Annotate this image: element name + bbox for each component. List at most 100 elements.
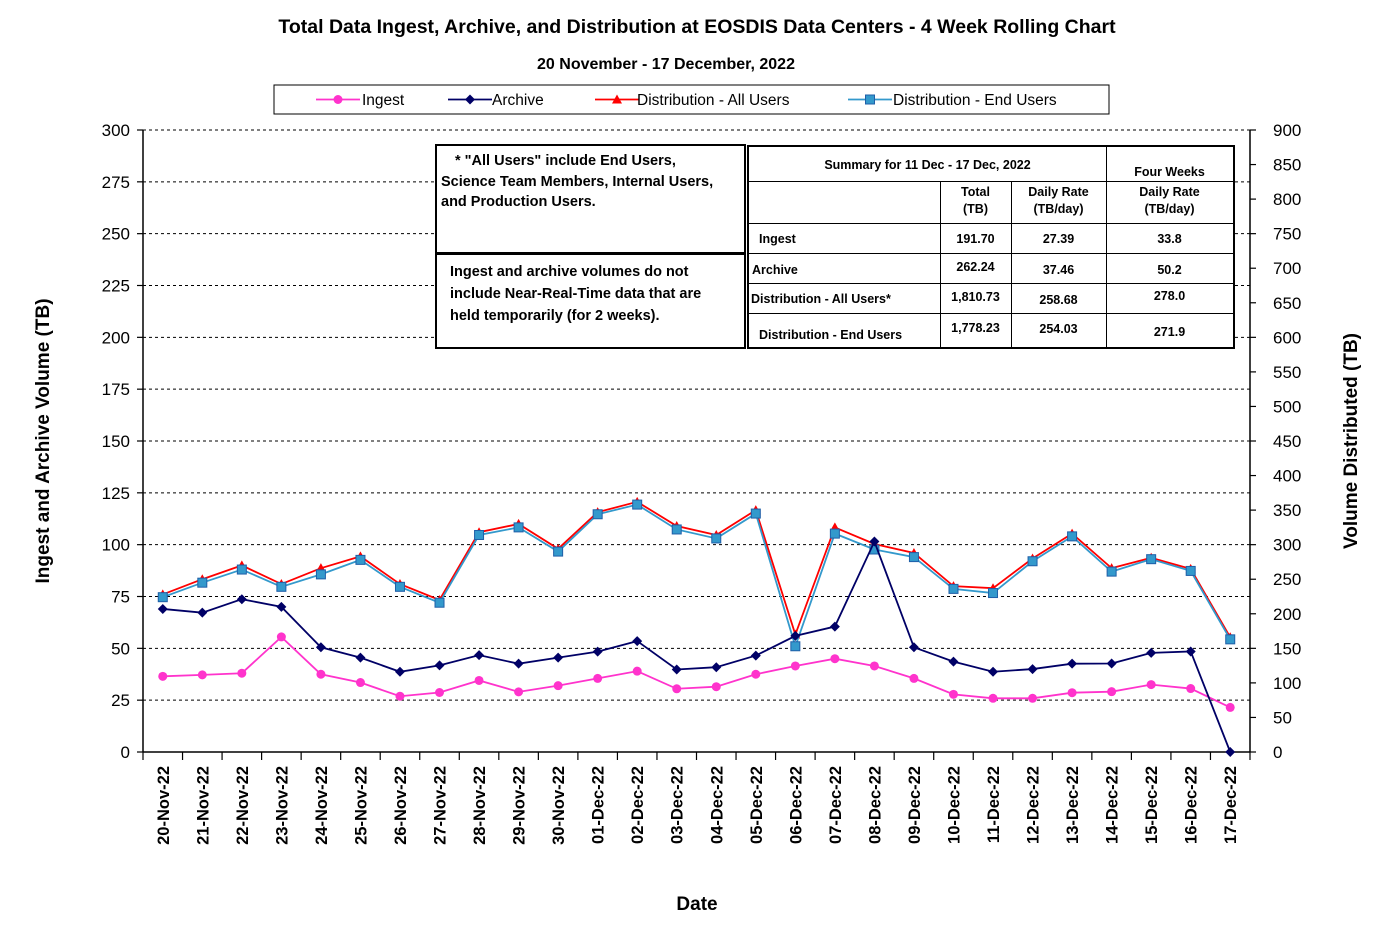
y-tick-label-left: 75 <box>111 588 130 607</box>
x-tick-label: 02-Dec-22 <box>629 766 647 844</box>
col-daily-label: Daily Rate <box>1028 185 1089 199</box>
y-tick-label-left: 175 <box>102 380 130 399</box>
legend-label: Ingest <box>362 92 405 109</box>
legend-marker <box>612 94 622 104</box>
point-distribution-end-users <box>553 546 564 557</box>
x-tick-label: 12-Dec-22 <box>1025 766 1043 844</box>
point-ingest <box>593 673 603 683</box>
point-ingest <box>988 693 998 703</box>
point-archive <box>671 664 682 675</box>
point-archive <box>513 658 524 669</box>
point-ingest <box>553 681 563 691</box>
y-tick-label-right: 750 <box>1273 225 1301 244</box>
y-tick-label-right: 50 <box>1273 708 1292 727</box>
point-ingest <box>355 678 365 688</box>
series-line-archive <box>162 539 1232 753</box>
x-tick-label: 17-Dec-22 <box>1222 766 1240 844</box>
row-label-archive: Archive <box>752 263 798 277</box>
point-ingest <box>948 689 958 699</box>
y-tick-label-right: 0 <box>1273 743 1282 762</box>
row-four-dist-all: 278.0 <box>1153 289 1186 303</box>
point-ingest <box>830 654 840 664</box>
col-four-unit: (TB/day) <box>1144 202 1195 216</box>
point-distribution-end-users <box>1106 566 1117 577</box>
x-tick-label: 14-Dec-22 <box>1104 766 1122 844</box>
point-ingest <box>1107 687 1117 697</box>
x-tick-label: 06-Dec-22 <box>787 766 805 844</box>
y-tick-label-right: 100 <box>1273 674 1301 693</box>
point-ingest <box>158 671 168 681</box>
x-tick-label: 08-Dec-22 <box>866 766 884 844</box>
x-tick-label: 07-Dec-22 <box>827 766 845 844</box>
y-tick-label-left: 150 <box>102 432 130 451</box>
x-tick-label: 22-Nov-22 <box>234 766 252 845</box>
point-distribution-end-users <box>1185 565 1196 576</box>
x-tick-label: 05-Dec-22 <box>748 766 766 844</box>
point-archive <box>315 642 326 653</box>
row-daily-archive: 37.46 <box>1042 263 1075 277</box>
point-distribution-end-users <box>988 588 999 599</box>
point-archive <box>197 607 208 618</box>
note-line: and Production Users. <box>441 194 596 210</box>
point-distribution-end-users <box>1146 554 1157 565</box>
y-tick-label-right: 200 <box>1273 605 1301 624</box>
point-archive <box>553 652 564 663</box>
point-ingest <box>514 687 524 697</box>
point-distribution-end-users <box>790 641 801 652</box>
point-distribution-end-users <box>592 509 603 520</box>
note-all-users: * "All Users" include End Users, Science… <box>435 144 746 254</box>
summary-title: Summary for 11 Dec - 17 Dec, 2022 <box>824 158 1031 172</box>
point-archive <box>276 601 287 612</box>
x-tick-label: 01-Dec-22 <box>590 766 608 844</box>
point-ingest <box>316 669 326 679</box>
point-distribution-end-users <box>750 508 761 519</box>
row-total-archive: 262.24 <box>956 260 995 274</box>
row-four-dist-end: 271.9 <box>1153 325 1186 339</box>
x-tick-label: 21-Nov-22 <box>194 766 212 845</box>
point-archive <box>474 650 485 661</box>
series-line-distribution-end-users <box>162 503 1232 650</box>
y-tick-label-right: 900 <box>1273 121 1301 140</box>
point-distribution-end-users <box>513 522 524 533</box>
point-ingest <box>1146 680 1156 690</box>
y-axis-title-right: Volume Distributed (TB) <box>1341 333 1362 549</box>
point-distribution-end-users <box>394 581 405 592</box>
point-distribution-end-users <box>276 581 287 592</box>
series-line-distribution-all-users <box>162 500 1232 638</box>
row-total-dist-end: 1,778.23 <box>951 321 1000 335</box>
point-archive <box>988 666 999 677</box>
legend-label: Distribution - All Users <box>637 92 790 109</box>
note-line: Science Team Members, Internal Users, <box>441 174 714 190</box>
point-distribution-end-users <box>829 528 840 539</box>
chart-subtitle: 20 November - 17 December, 2022 <box>537 56 795 73</box>
row-daily-dist-all: 258.68 <box>1039 293 1078 307</box>
x-tick-label: 15-Dec-22 <box>1143 766 1161 844</box>
x-tick-label: 03-Dec-22 <box>669 766 687 844</box>
y-tick-label-right: 250 <box>1273 570 1301 589</box>
y-tick-label-right: 700 <box>1273 259 1301 278</box>
y-tick-label-right: 550 <box>1273 363 1301 382</box>
y-tick-label-left: 300 <box>102 121 130 140</box>
point-ingest <box>1067 688 1077 698</box>
point-archive <box>236 594 247 605</box>
legend <box>273 84 1110 115</box>
point-archive <box>1146 647 1157 658</box>
series-line-ingest <box>162 635 1231 709</box>
point-archive <box>908 642 919 653</box>
x-tick-label: 04-Dec-22 <box>708 766 726 844</box>
col-daily-unit: (TB/day) <box>1033 202 1084 216</box>
point-archive <box>434 660 445 671</box>
y-tick-label-left: 25 <box>111 691 130 710</box>
point-ingest <box>790 661 800 671</box>
y-tick-label-left: 125 <box>102 484 130 503</box>
point-archive <box>790 630 801 641</box>
y-tick-label-right: 400 <box>1273 467 1301 486</box>
x-tick-label: 20-Nov-22 <box>155 766 173 845</box>
note-line: held temporarily (for 2 weeks). <box>450 308 660 324</box>
point-ingest <box>474 675 484 685</box>
chart-title: Total Data Ingest, Archive, and Distribu… <box>278 16 1116 38</box>
summary-table: Summary for 11 Dec - 17 Dec, 2022 Four W… <box>747 145 1235 349</box>
point-archive <box>711 662 722 673</box>
point-distribution-end-users <box>315 569 326 580</box>
x-tick-label: 28-Nov-22 <box>471 766 489 845</box>
